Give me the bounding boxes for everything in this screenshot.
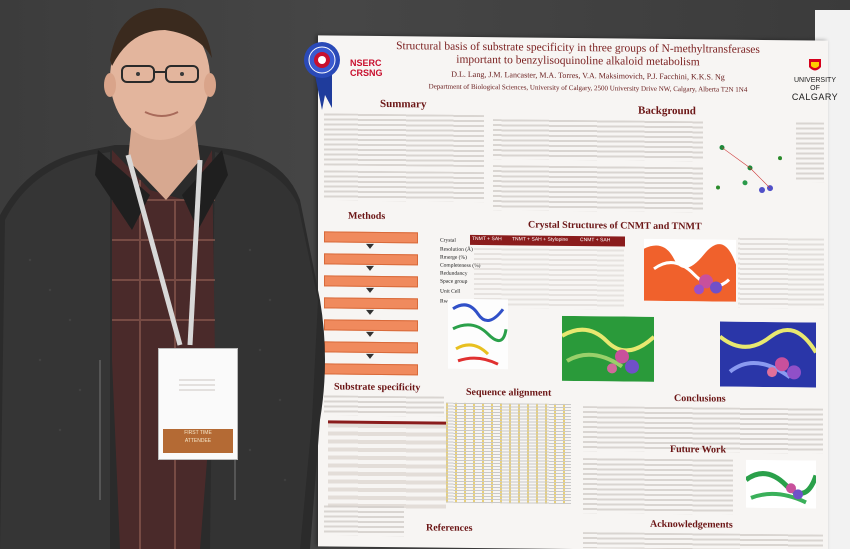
badge-name [179, 379, 215, 393]
table-row-label: Unit Cell [440, 288, 461, 295]
section-background: Background [638, 104, 696, 118]
protein-structure-blue [720, 321, 816, 388]
methods-arrow-3 [366, 287, 374, 293]
section-methods: Methods [348, 210, 386, 223]
future-work-figure [746, 459, 816, 509]
methods-arrow-6 [366, 353, 374, 359]
table-row-label: Crystal [440, 237, 456, 244]
section-conclusions: Conclusions [674, 393, 726, 405]
badge-label-line2: ATTENDEE [184, 438, 212, 444]
section-sequence-alignment: Sequence alignment [466, 386, 552, 399]
section-substrate-specificity: Substrate specificity [334, 381, 421, 394]
person-figure [0, 8, 325, 549]
summary-text [324, 113, 484, 168]
badge-label-line1: FIRST TIME [184, 430, 212, 436]
section-acknowledgements: Acknowledgements [650, 518, 733, 531]
crystal-caption [738, 237, 824, 309]
section-summary: Summary [380, 97, 427, 111]
section-future-work: Future Work [670, 444, 727, 456]
award-ribbon-icon [304, 42, 340, 110]
protein-structure-green [562, 315, 654, 382]
section-crystal-structures: Crystal Structures of CNMT and TNMT [528, 219, 702, 233]
protein-structure-rainbow [448, 298, 508, 370]
acknowledgements-text [583, 532, 823, 549]
table-row-label: Space group [440, 278, 468, 285]
poster-authors: D.L. Lang, J.M. Lancaster, M.A. Torres, … [451, 69, 725, 82]
poster-title: Structural basis of substrate specificit… [358, 40, 798, 71]
research-poster: Structural basis of substrate specificit… [318, 35, 828, 549]
nserc-logo: NSERC CRSNG [350, 58, 383, 78]
substrate-table [328, 420, 446, 510]
ucal-logo-line1: UNIVERSITY OF [793, 77, 836, 92]
molecule-figure [716, 145, 782, 193]
table-header-2: TNMT + SAH + Stylopine [512, 236, 569, 243]
badge-ribbon-label: FIRST TIME ATTENDEE [163, 429, 233, 453]
table-row-label: Rmerge (%) [440, 254, 467, 261]
methods-arrow-5 [366, 331, 374, 337]
methods-arrow-1 [366, 243, 374, 249]
background-caption [796, 122, 824, 183]
methods-arrow-2 [366, 265, 374, 271]
future-work-text [583, 458, 733, 515]
table-row-label: Redundancy [440, 270, 468, 277]
methods-arrow-4 [366, 309, 374, 315]
summary-text-2 [324, 170, 484, 203]
ucal-logo-line2: CALGARY [791, 92, 839, 102]
name-badge: FIRST TIME ATTENDEE [158, 348, 238, 460]
calgary-crest-icon [809, 59, 821, 71]
background-text-2 [493, 165, 703, 213]
nserc-logo-line1: NSERC [350, 58, 382, 68]
table-header-1: TNMT + SAH [472, 235, 502, 243]
section-references: References [426, 522, 473, 534]
poster-affiliation: Department of Biological Sciences, Unive… [428, 82, 748, 94]
protein-structure-orange [644, 238, 736, 302]
sequence-alignment-figure [446, 402, 571, 504]
nserc-logo-line2: CRSNG [350, 68, 383, 78]
university-of-calgary-logo: UNIVERSITY OF CALGARY [790, 58, 840, 102]
table-row-label: Resolution (Å) [440, 246, 473, 253]
background-text-1 [493, 119, 703, 162]
substrate-text [324, 395, 444, 417]
table-header-3: CNMT + SAH [580, 237, 611, 244]
